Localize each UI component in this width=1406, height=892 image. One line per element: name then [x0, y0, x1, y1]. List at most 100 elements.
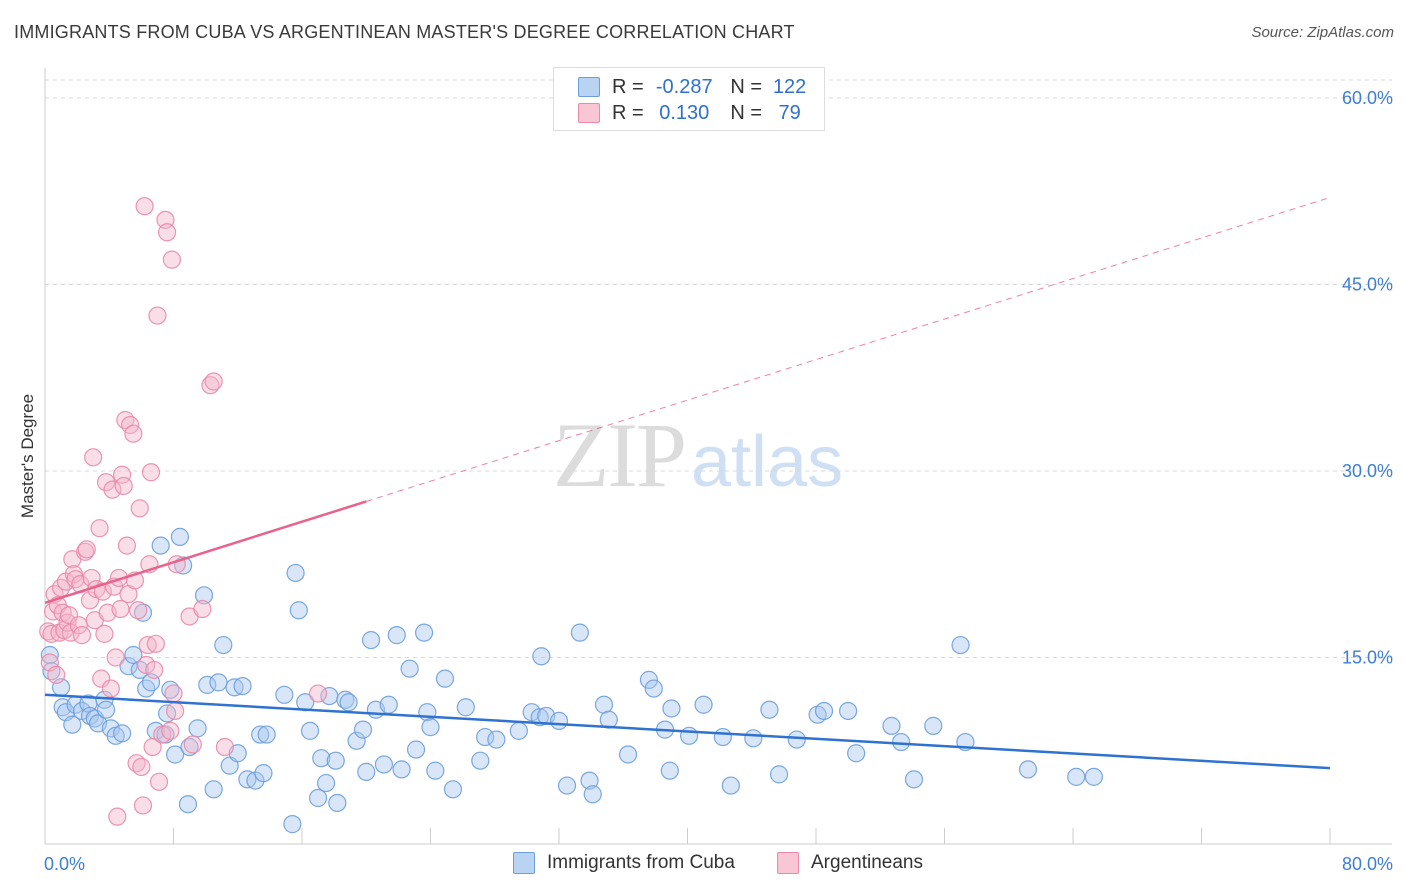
data-point	[924, 716, 943, 735]
trend-line-cuba	[44, 693, 1331, 770]
data-point	[129, 601, 148, 620]
data-point	[204, 780, 223, 799]
data-point	[509, 721, 528, 740]
data-point	[308, 788, 328, 808]
data-point	[63, 715, 82, 734]
y-tick-label: 45.0%	[1342, 275, 1393, 295]
data-point	[170, 527, 190, 546]
data-point	[660, 761, 679, 780]
data-point	[103, 480, 122, 499]
data-point	[336, 690, 355, 709]
data-point	[132, 757, 151, 777]
data-point	[141, 463, 161, 482]
y-tick-label: 30.0%	[1342, 461, 1393, 481]
data-point	[414, 623, 434, 642]
data-point	[361, 630, 381, 650]
data-point	[787, 730, 806, 749]
legend-row-cuba: R = -0.287 N = 122	[578, 75, 812, 99]
data-point	[198, 675, 217, 694]
tick-labels: 15.0% 30.0% 45.0% 60.0% 0.0% 80.0%	[44, 88, 1393, 874]
trend-line-argentineans	[44, 500, 367, 604]
data-point	[166, 745, 185, 764]
legend-swatch-blue	[578, 77, 600, 97]
data-point	[143, 737, 162, 757]
data-point	[713, 727, 732, 747]
data-point	[435, 669, 455, 688]
data-point	[289, 601, 308, 620]
data-point	[93, 582, 112, 601]
data-point	[532, 647, 551, 666]
legend-row-argentineans: R = 0.130 N = 79	[578, 101, 812, 125]
data-point	[951, 635, 970, 655]
legend-n-value: 122	[772, 75, 807, 98]
data-point	[151, 536, 170, 555]
data-point	[347, 731, 366, 750]
data-point	[892, 732, 911, 752]
data-point	[92, 669, 111, 688]
data-point	[82, 568, 101, 588]
data-point	[308, 684, 328, 703]
legend-r-label: R =	[612, 75, 644, 98]
data-point	[119, 657, 138, 676]
grid-lines	[45, 79, 1392, 658]
data-point	[77, 540, 96, 559]
data-point	[583, 785, 602, 804]
data-point	[162, 250, 181, 269]
data-point	[421, 718, 440, 737]
data-point	[374, 755, 394, 774]
data-point	[40, 645, 59, 665]
data-point	[72, 626, 92, 645]
data-point	[400, 659, 419, 678]
correlation-legend: R = -0.287 N = 122 R = 0.130 N = 79	[553, 67, 825, 131]
data-point	[80, 591, 100, 610]
data-point	[530, 708, 549, 727]
data-point	[721, 776, 740, 795]
data-point	[47, 665, 66, 685]
data-point	[111, 599, 130, 619]
x-tick-label: 80.0%	[1342, 854, 1393, 874]
data-point	[312, 749, 331, 768]
data-point	[487, 730, 506, 749]
data-point	[904, 770, 924, 789]
legend-swatch-blue	[513, 852, 535, 874]
data-point	[137, 679, 156, 698]
data-point	[117, 536, 137, 555]
data-point	[387, 626, 406, 645]
data-point	[1018, 760, 1038, 779]
data-point	[193, 599, 212, 619]
axes	[44, 68, 1392, 845]
data-point	[769, 765, 789, 784]
legend-r-value: 0.130	[659, 101, 710, 124]
legend-label-cuba: Immigrants from Cuba	[547, 852, 735, 873]
data-point	[254, 764, 273, 783]
data-point	[570, 623, 589, 642]
legend-item-argentineans[interactable]: Argentineans	[777, 852, 923, 874]
data-point	[443, 780, 463, 799]
data-point	[471, 751, 490, 770]
data-point	[353, 720, 373, 739]
data-point	[161, 721, 180, 740]
series-legend: Immigrants from Cuba Argentineans	[0, 852, 1406, 878]
data-point	[149, 772, 169, 791]
data-point	[188, 719, 207, 738]
legend-label-argentineans: Argentineans	[811, 852, 923, 873]
legend-r-value: -0.287	[655, 75, 713, 98]
data-point	[148, 306, 167, 325]
data-point	[1067, 767, 1086, 786]
data-point	[882, 716, 901, 735]
data-point	[639, 670, 659, 689]
data-point	[406, 740, 426, 759]
series-argentineans	[39, 197, 328, 826]
data-point	[618, 745, 638, 764]
legend-item-cuba[interactable]: Immigrants from Cuba	[513, 852, 735, 874]
data-point	[549, 711, 569, 731]
data-point	[51, 578, 71, 597]
data-point	[124, 424, 143, 443]
data-point	[839, 701, 858, 721]
trend-line-argentineans-extension	[366, 196, 1331, 502]
data-point	[557, 776, 577, 795]
data-point	[166, 701, 185, 721]
data-point	[680, 726, 699, 745]
legend-n-label: N =	[730, 75, 763, 98]
